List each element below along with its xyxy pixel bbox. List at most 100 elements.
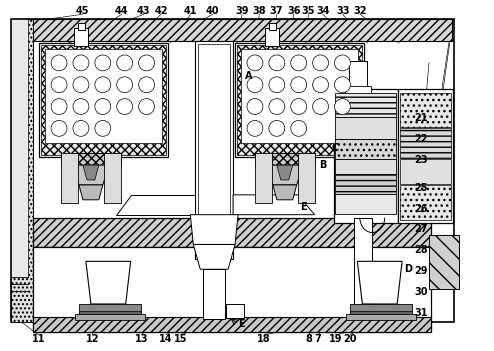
Circle shape xyxy=(139,77,155,93)
Polygon shape xyxy=(357,261,402,304)
Text: 29: 29 xyxy=(414,266,427,276)
Bar xyxy=(78,23,85,30)
Bar xyxy=(45,49,163,143)
Circle shape xyxy=(291,99,307,114)
Circle shape xyxy=(95,77,111,93)
Bar xyxy=(354,218,372,317)
Circle shape xyxy=(247,120,263,136)
Bar xyxy=(429,234,459,289)
Circle shape xyxy=(117,99,133,114)
Bar xyxy=(335,159,396,174)
Circle shape xyxy=(95,120,111,136)
Bar xyxy=(13,19,452,41)
Text: 20: 20 xyxy=(343,334,357,344)
Bar xyxy=(39,43,168,157)
Text: 42: 42 xyxy=(154,6,168,16)
Circle shape xyxy=(117,55,133,71)
Circle shape xyxy=(291,77,307,93)
Bar xyxy=(79,304,141,314)
Circle shape xyxy=(269,120,285,136)
Bar xyxy=(33,317,431,332)
Circle shape xyxy=(139,99,155,114)
Bar xyxy=(346,314,416,320)
Bar xyxy=(398,89,453,223)
Bar xyxy=(350,311,412,317)
Bar xyxy=(11,19,454,322)
Circle shape xyxy=(334,55,350,71)
Circle shape xyxy=(51,77,67,93)
Bar xyxy=(400,128,451,158)
Text: 44: 44 xyxy=(115,6,128,16)
Bar xyxy=(33,247,431,332)
Text: 32: 32 xyxy=(353,6,367,16)
Circle shape xyxy=(95,99,111,114)
Bar xyxy=(200,218,228,247)
Circle shape xyxy=(73,55,89,71)
Bar xyxy=(265,28,279,46)
Polygon shape xyxy=(267,165,303,185)
Text: A: A xyxy=(245,71,252,81)
Bar xyxy=(335,139,396,159)
Bar xyxy=(104,153,121,203)
Polygon shape xyxy=(83,165,99,180)
Text: 14: 14 xyxy=(159,334,173,344)
Circle shape xyxy=(117,77,133,93)
Circle shape xyxy=(73,77,89,93)
Circle shape xyxy=(247,77,263,93)
Bar xyxy=(400,159,451,184)
Bar xyxy=(11,19,33,322)
Polygon shape xyxy=(277,165,293,180)
Text: 38: 38 xyxy=(252,6,266,16)
Bar xyxy=(269,23,276,30)
Bar xyxy=(345,86,371,94)
Text: 39: 39 xyxy=(235,6,249,16)
Text: 41: 41 xyxy=(184,6,197,16)
Bar xyxy=(198,44,230,256)
Text: C: C xyxy=(331,143,339,153)
Bar xyxy=(237,45,362,155)
Circle shape xyxy=(247,99,263,114)
Circle shape xyxy=(269,55,285,71)
Bar xyxy=(195,41,233,259)
Circle shape xyxy=(269,99,285,114)
Polygon shape xyxy=(273,185,297,200)
Text: 25: 25 xyxy=(414,183,427,193)
Bar xyxy=(33,218,431,247)
Text: 22: 22 xyxy=(414,134,427,144)
Bar xyxy=(75,314,145,320)
Polygon shape xyxy=(73,165,109,185)
Circle shape xyxy=(247,55,263,71)
Text: 7: 7 xyxy=(315,334,322,344)
Bar xyxy=(11,19,28,277)
Text: 35: 35 xyxy=(302,6,315,16)
Bar xyxy=(400,185,451,220)
Bar xyxy=(235,43,365,157)
Bar xyxy=(335,93,396,118)
Text: 8: 8 xyxy=(305,334,312,344)
Bar xyxy=(335,174,396,194)
Text: 30: 30 xyxy=(414,287,427,297)
Bar xyxy=(335,194,396,214)
Text: 45: 45 xyxy=(76,6,89,16)
Circle shape xyxy=(313,99,329,114)
Text: 43: 43 xyxy=(137,6,151,16)
Text: B: B xyxy=(320,160,327,170)
Bar xyxy=(203,269,225,319)
Circle shape xyxy=(51,55,67,71)
Text: 28: 28 xyxy=(414,245,428,256)
Text: 13: 13 xyxy=(135,334,148,344)
Circle shape xyxy=(95,55,111,71)
Text: 33: 33 xyxy=(336,6,350,16)
Circle shape xyxy=(334,77,350,93)
Polygon shape xyxy=(190,215,238,244)
Polygon shape xyxy=(233,195,315,215)
Text: E: E xyxy=(300,202,306,212)
Circle shape xyxy=(51,99,67,114)
Text: 40: 40 xyxy=(206,6,219,16)
Polygon shape xyxy=(116,195,195,215)
Text: 15: 15 xyxy=(174,334,187,344)
Circle shape xyxy=(313,55,329,71)
Circle shape xyxy=(73,99,89,114)
Bar xyxy=(79,311,141,317)
Bar xyxy=(335,118,396,139)
